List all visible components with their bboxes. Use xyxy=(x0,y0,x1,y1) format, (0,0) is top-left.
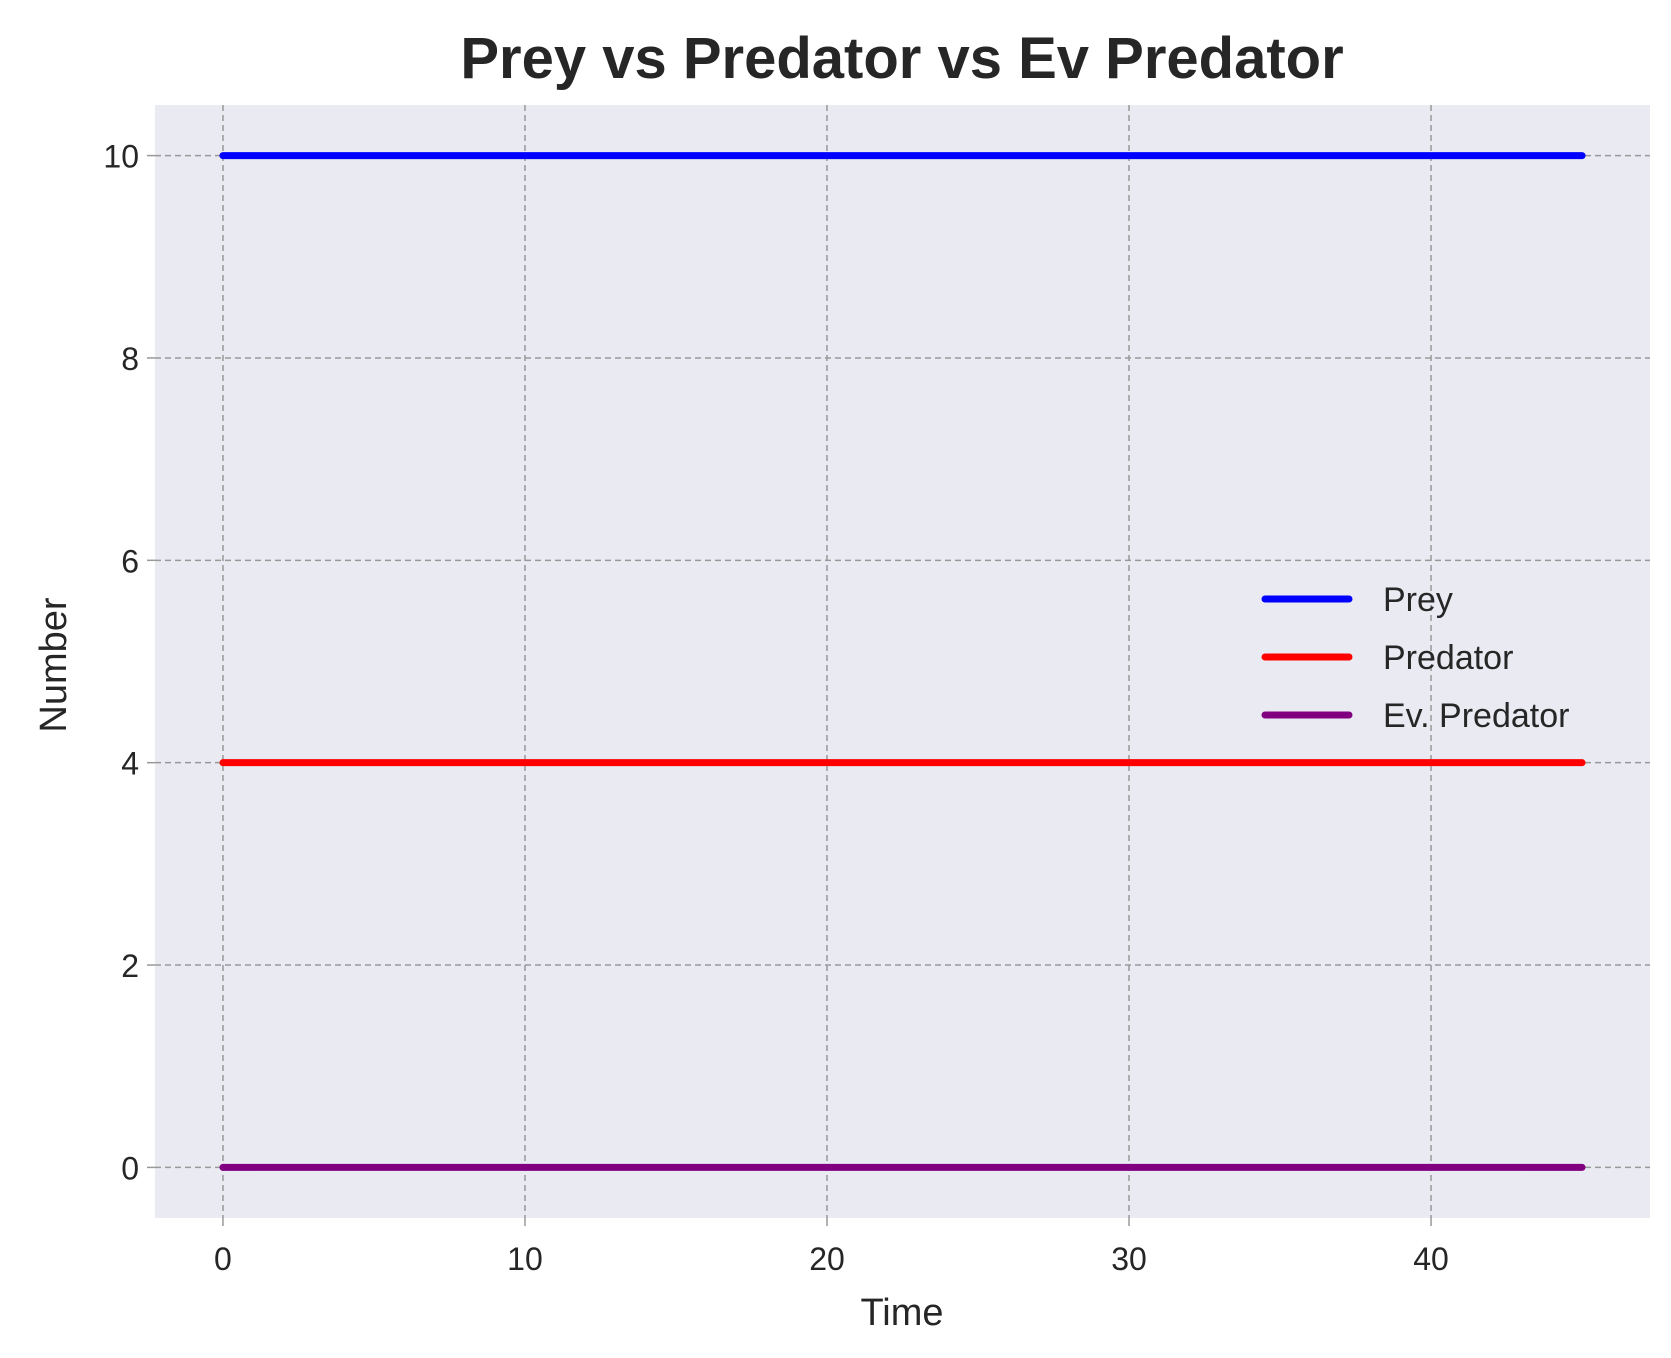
x-tick-label: 0 xyxy=(214,1241,232,1277)
y-tick-label: 8 xyxy=(121,341,139,377)
y-tick-label: 10 xyxy=(103,139,139,175)
y-axis-label: Number xyxy=(33,597,75,732)
chart-title: Prey vs Predator vs Ev Predator xyxy=(460,26,1343,91)
legend-label: Prey xyxy=(1383,581,1453,619)
y-tick-label: 6 xyxy=(121,543,139,579)
x-tick-label: 40 xyxy=(1413,1241,1449,1277)
legend-label: Ev. Predator xyxy=(1383,697,1569,735)
legend: Prey Predator Ev. Predator xyxy=(1261,581,1569,735)
y-tick-label: 2 xyxy=(121,948,139,984)
x-tick-label: 30 xyxy=(1111,1241,1147,1277)
plot-area xyxy=(155,105,1650,1218)
y-tick-label: 0 xyxy=(121,1150,139,1186)
x-axis-label: Time xyxy=(860,1292,943,1334)
x-tick-label: 10 xyxy=(507,1241,543,1277)
ticks: 0 10 20 30 40 0 2 4 6 8 10 xyxy=(103,139,1448,1277)
series-lines xyxy=(219,152,1586,1171)
legend-label: Predator xyxy=(1383,639,1513,677)
x-tick-label: 20 xyxy=(809,1241,845,1277)
y-tick-label: 4 xyxy=(121,746,139,782)
